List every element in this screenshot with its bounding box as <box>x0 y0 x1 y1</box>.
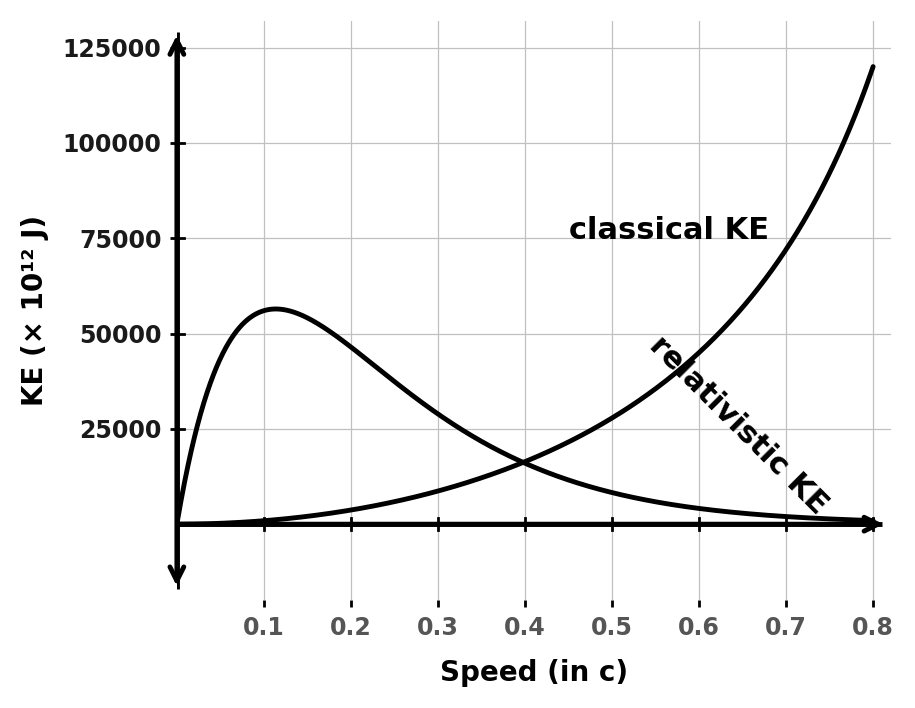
X-axis label: Speed (in c): Speed (in c) <box>439 659 628 687</box>
Text: classical KE: classical KE <box>568 216 769 245</box>
Y-axis label: KE (× 10¹² J): KE (× 10¹² J) <box>21 215 48 406</box>
Text: relativistic KE: relativistic KE <box>643 331 833 520</box>
